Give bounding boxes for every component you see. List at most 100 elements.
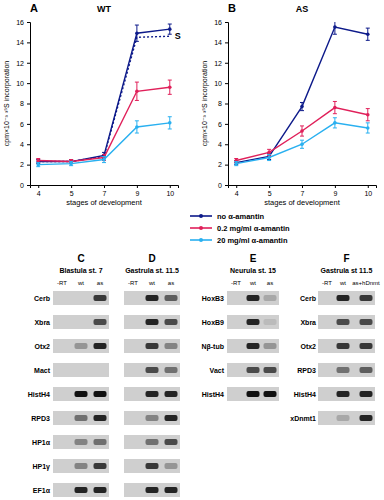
band [94,463,107,469]
gel-strip [124,483,180,497]
gel-strip [53,291,109,305]
band [127,487,140,493]
lane-label: -RT [322,280,332,286]
point [36,163,40,167]
x-tick: 7 [301,185,305,197]
band [321,391,334,397]
row-label: HP1γ [32,463,50,471]
row-label: HoxB9 [202,319,224,326]
y-tick-label: 12 [16,59,24,66]
legend-label: 0.2 mg/ml α-amantin [217,224,290,233]
y-tick-label: 0 [20,182,24,189]
x-axis-title: stages of development [66,198,142,207]
x-tick-label: 7 [103,190,107,197]
band [146,367,159,373]
y-tick-mark [225,124,228,125]
point [168,27,172,31]
point [168,121,172,125]
y-tick: 2 [20,161,30,168]
series-line [236,108,368,161]
gel-strip [318,315,375,329]
series [234,101,370,162]
band [127,343,140,349]
gel-strip [318,363,375,377]
point [135,125,139,129]
lane-label: as [267,280,273,286]
band [165,295,178,301]
gel-strip [124,315,180,329]
x-tick: 4 [235,185,239,197]
gel-panel: FGastrula st 11.5-RTwtas+hDnmtCerbXbraOt… [290,253,380,425]
error-bar [333,22,337,34]
gel-strip [53,339,109,353]
gel-strip [227,315,279,329]
x-tick: 5 [70,185,74,197]
gel-strip [53,387,109,401]
band [165,343,178,349]
x-tick-mark [38,185,39,188]
band [94,391,107,397]
point [366,113,370,117]
y-tick: 10 [214,80,228,87]
band [337,343,350,349]
error-bar [300,102,304,110]
band [75,487,88,493]
band [127,319,140,325]
y-tick: 10 [16,80,30,87]
band [146,319,159,325]
x-tick-mark [302,185,303,188]
annotation: S [175,31,181,41]
y-tick-mark [27,185,30,186]
band [56,391,69,397]
band [56,343,69,349]
band [321,343,334,349]
row-label: Mact [34,367,51,374]
lane-label: -RT [231,280,241,286]
lane-label: wt [339,280,346,286]
y-tick-mark [225,185,228,186]
x-tick-mark [170,185,171,188]
y-tick: 16 [16,19,30,26]
band [247,367,260,373]
y-tick-mark [27,124,30,125]
gel-strip [53,483,109,497]
y-tick-mark [27,22,30,23]
band [56,463,69,469]
y-tick-label: 10 [214,80,222,87]
series [36,80,172,164]
band [56,415,69,421]
band [321,295,334,301]
gel-strip [53,435,109,449]
y-tick-label: 2 [218,161,222,168]
y-tick-mark [27,42,30,43]
y-tick: 8 [218,100,228,107]
point [300,129,304,133]
gel-strip [227,291,279,305]
gel-strip [53,411,109,425]
x-tick: 7 [103,185,107,197]
band [247,391,260,397]
x-axis-line [31,186,179,189]
y-tick-mark [27,83,30,84]
y-axis-line [225,23,229,186]
row-label: EF1α [33,487,51,494]
error-bar [168,117,172,129]
y-tick-mark [225,83,228,84]
point [168,85,172,89]
point [366,32,370,36]
error-bar [300,126,304,136]
gel-title: Gastrula st. 11.5 [125,267,179,274]
lane-label: as+hDnmt [352,280,380,286]
band [264,367,277,373]
panel-letter: C [77,253,84,264]
error-bar [36,159,40,163]
gel-strip [53,459,109,473]
point [333,121,337,125]
band [165,439,178,445]
band [264,391,277,397]
point [267,156,271,160]
series-line [236,123,368,164]
band [127,415,140,421]
x-tick-label: 7 [301,190,305,197]
x-tick: 10 [364,185,372,197]
